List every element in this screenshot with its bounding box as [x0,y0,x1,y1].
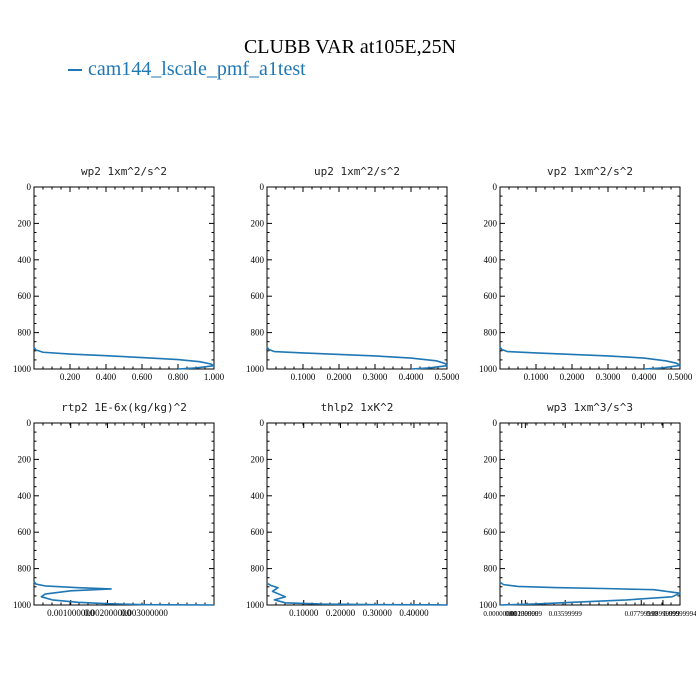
legend: cam144_lscale_pmf_a1test [68,58,306,81]
series-line [33,346,215,370]
y-tick-label: 1000 [13,364,32,374]
y-tick-label: 0 [27,418,32,428]
y-tick-label: 600 [18,291,32,301]
y-tick-label: 1000 [479,364,498,374]
y-tick-label: 0 [260,418,265,428]
plot-frame [33,422,215,606]
y-tick-label: 200 [484,454,498,464]
y-tick-label: 200 [251,218,265,228]
y-tick-label: 200 [251,454,265,464]
panel-title: rtp2 1E-6x(kg/kg)^2 [61,401,187,414]
y-tick-label: 400 [251,255,265,265]
y-tick-label: 0 [27,182,32,192]
series-line [266,582,448,606]
x-tick-label: 0.003000000 [121,608,169,618]
x-tick-label: 0.1000 [291,372,316,382]
legend-swatch [68,69,82,72]
x-tick-label: 0.001000000 [47,608,95,618]
y-tick-label: 600 [18,527,32,537]
chart-panel-rtp2: rtp2 1E-6x(kg/kg)^2 0 200 400 600 800 1000 0.00… [13,401,215,618]
x-tick-label: 0.5000 [435,372,460,382]
y-tick-label: 400 [484,491,498,501]
y-tick-label: 400 [251,491,265,501]
x-tick-label: 0.1000 [524,372,549,382]
x-tick-label: 0.01399999 [509,610,543,618]
y-tick-label: 600 [484,291,498,301]
y-tick-label: 600 [484,527,498,537]
plot-frame [33,186,215,370]
x-tick-label: 0.08999999 [646,610,680,618]
x-tick-label: 0.00000000 [483,610,517,618]
y-tick-label: 800 [18,328,32,338]
legend-label: cam144_lscale_pmf_a1test [88,58,306,80]
y-tick-label: 800 [484,564,498,574]
x-tick-label: 0.600 [132,372,153,382]
x-tick-label: 0.400 [96,372,117,382]
x-tick-label: 0.07799999 [625,610,659,618]
x-tick-label: 0.3000 [596,372,621,382]
y-tick-label: 200 [484,218,498,228]
x-tick-label: 0.10000 [289,608,319,618]
y-tick-label: 800 [251,564,265,574]
panel-title: wp3 1xm^3/s^3 [547,401,633,414]
y-tick-label: 0 [493,418,498,428]
x-tick-label: 0.30000 [363,608,393,618]
chart-panel-vp2: vp2 1xm^2/s^2 0 200 400 600 800 1000 0.1000 0.20… [479,165,693,382]
series-line [499,346,681,370]
x-tick-label: 0.2000 [560,372,585,382]
plot-frame [266,422,448,606]
y-tick-label: 0 [493,182,498,192]
chart-panel-thlp2: thlp2 1xK^2 0 200 400 600 800 1000 0.10000 0.200… [246,401,448,618]
chart-panel-wp2: wp2 1xm^2/s^2 0 200 400 600 800 1000 0.200 0.400… [13,165,225,382]
panel-title: up2 1xm^2/s^2 [314,165,400,178]
series-line [266,346,448,370]
series-line [33,580,215,606]
y-tick-label: 0 [260,182,265,192]
y-tick-label: 600 [251,291,265,301]
panel-title: thlp2 1xK^2 [321,401,394,414]
chart-panel-up2: up2 1xm^2/s^2 0 200 400 600 800 1000 0.1000 0.20… [246,165,460,382]
x-tick-label: 0.002000000 [84,608,132,618]
x-tick-label: 0.5000 [668,372,693,382]
panel-title: vp2 1xm^2/s^2 [547,165,633,178]
plot-frame [499,422,681,606]
y-tick-label: 600 [251,527,265,537]
figure-title: CLUBB VAR at105E,25N [243,36,457,58]
y-tick-label: 200 [18,454,32,464]
x-tick-label: 1.000 [204,372,225,382]
y-tick-label: 1000 [13,600,32,610]
chart-panel-wp3: wp3 1xm^3/s^3 0 200 400 600 800 10000.00000000… [479,401,696,618]
y-tick-label: 1000 [479,600,498,610]
x-tick-label: 0.2000 [327,372,352,382]
plot-frame [266,186,448,370]
y-tick-label: 1000 [246,364,265,374]
y-tick-label: 200 [18,218,32,228]
y-tick-label: 800 [18,564,32,574]
x-tick-label: 0.01200000 [505,610,539,618]
y-tick-label: 800 [251,328,265,338]
x-tick-label: 0.3000 [363,372,388,382]
x-tick-label: 0.40000 [399,608,429,618]
y-tick-label: 400 [18,491,32,501]
plot-frame [499,186,681,370]
x-tick-label: 0.800 [168,372,189,382]
x-tick-label: 0.09999994 [663,610,696,618]
x-tick-label: 0.4000 [632,372,657,382]
x-tick-label: 0.200 [60,372,81,382]
x-tick-label: 0.4000 [399,372,424,382]
panel-title: wp2 1xm^2/s^2 [81,165,167,178]
y-tick-label: 400 [484,255,498,265]
series-line [499,581,681,606]
y-tick-label: 400 [18,255,32,265]
x-tick-label: 0.20000 [326,608,356,618]
y-tick-label: 800 [484,328,498,338]
y-tick-label: 1000 [246,600,265,610]
x-tick-label: 0.03599999 [549,610,583,618]
